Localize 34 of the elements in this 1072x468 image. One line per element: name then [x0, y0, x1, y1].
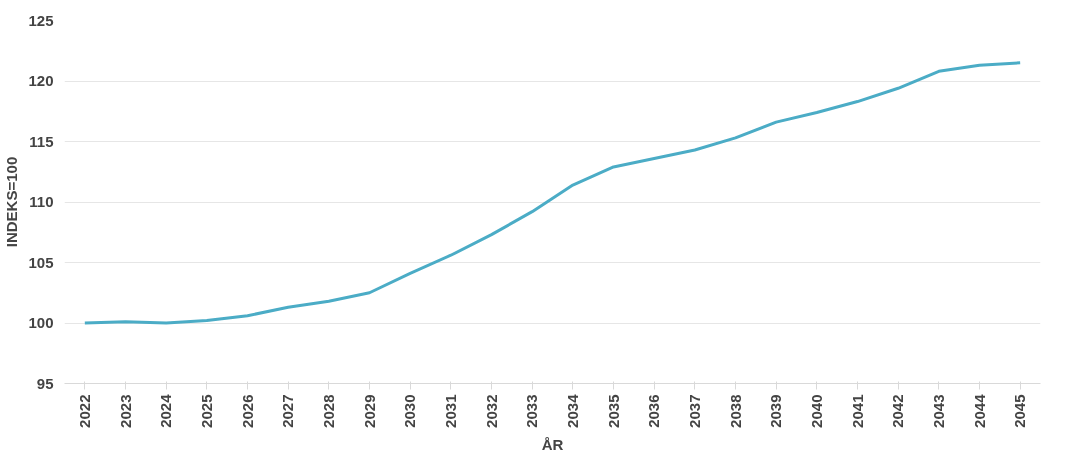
x-tick-label: 2022 — [75, 394, 93, 428]
y-tick-label: 105 — [28, 253, 54, 271]
y-tick-label: 95 — [36, 374, 54, 392]
y-tick-label: 125 — [28, 11, 54, 29]
x-tick-label: 2024 — [157, 393, 175, 428]
x-tick-label: 2040 — [807, 394, 825, 428]
x-tick-label: 2032 — [482, 394, 500, 428]
x-tick-label: 2033 — [523, 394, 541, 428]
x-tick-label: 2029 — [360, 394, 378, 428]
x-tick-label: 2031 — [441, 394, 459, 428]
line-series — [83, 61, 1022, 325]
x-tick-label: 2037 — [685, 394, 703, 428]
x-tick-label: 2030 — [401, 394, 419, 428]
y-axis-title: INDEKS=100 — [3, 156, 21, 248]
x-tick-label: 2045 — [1011, 394, 1029, 428]
x-tick-label: 2038 — [726, 394, 744, 428]
x-tick-label: 2026 — [238, 394, 256, 428]
y-tick-label: 120 — [28, 72, 54, 89]
x-tick-label: 2043 — [929, 394, 947, 428]
x-tick-label: 2041 — [848, 394, 866, 428]
x-tick-label: 2042 — [889, 394, 907, 428]
x-tick-label: 2027 — [279, 394, 297, 428]
x-tick-label: 2039 — [767, 394, 785, 428]
y-tick-label: 110 — [29, 193, 54, 210]
x-tick-label: 2023 — [116, 394, 134, 428]
x-tick-label: 2028 — [319, 394, 337, 428]
x-tick-label: 2044 — [970, 393, 988, 428]
x-axis-title: ÅR — [541, 435, 564, 453]
y-tick-label: 100 — [28, 314, 54, 331]
x-tick-label: 2036 — [645, 394, 663, 428]
y-tick-label: 115 — [29, 132, 54, 150]
x-tick-label: 2034 — [563, 393, 581, 428]
x-tick-label: 2025 — [197, 394, 215, 428]
x-tick-label: 2035 — [604, 394, 622, 428]
